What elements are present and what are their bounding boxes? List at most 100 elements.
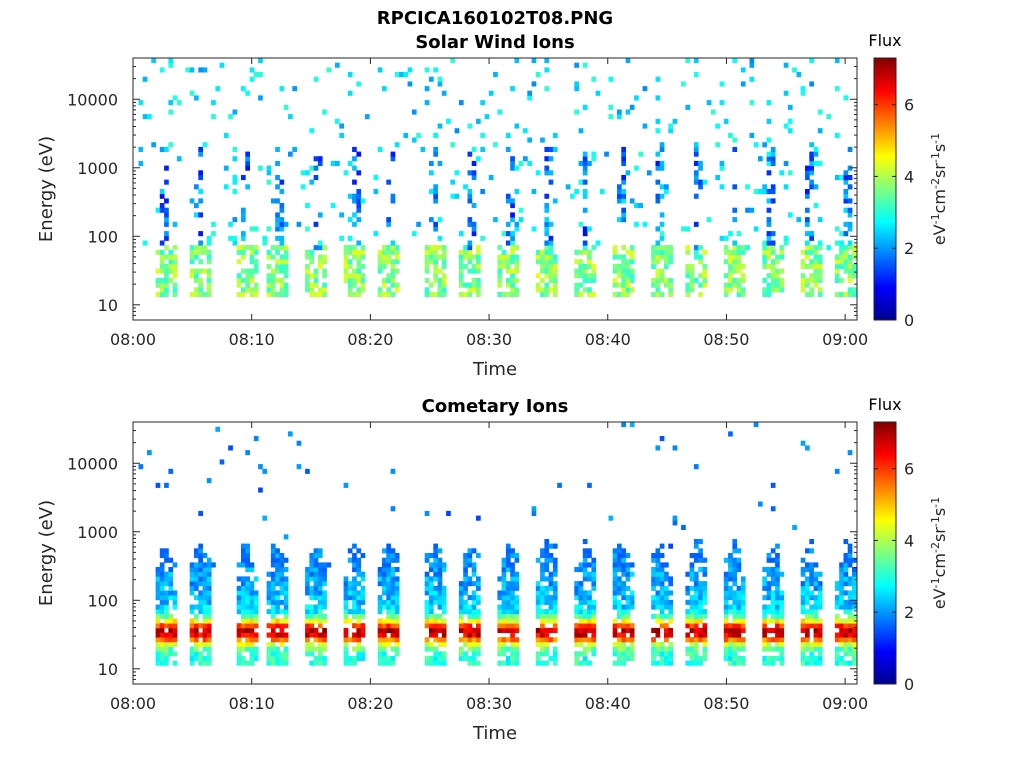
heatmap-cell [309,291,315,297]
heatmap-cell [313,291,319,297]
heatmap-cell [279,263,285,269]
heatmap-cell [621,245,626,251]
heatmap-cell [800,604,806,610]
heatmap-cell [390,609,396,615]
heatmap-cell [681,524,686,530]
heatmap-cell [394,287,400,293]
heatmap-cell [578,660,584,666]
heatmap-cell [159,655,165,661]
heatmap-cell [617,184,622,190]
heatmap-cell [463,637,468,643]
heatmap-cell [245,90,250,96]
heatmap-cell [424,254,430,260]
heatmap-cell [723,282,729,288]
heatmap-cell [749,76,755,82]
heatmap-cell [587,641,592,647]
heatmap-cell [582,576,588,582]
heatmap-cell [800,287,806,293]
heatmap-cell [702,641,708,647]
heatmap-cell [843,291,849,297]
heatmap-cell [253,590,259,596]
heatmap-cell [211,562,216,568]
heatmap-cell [723,651,729,657]
colorbar-tick-label: 6 [904,96,914,115]
heatmap-cell [740,609,746,615]
heatmap-cell [467,240,473,246]
heatmap-cell [834,175,840,181]
heatmap-cell [625,58,631,64]
heatmap-cell [317,604,323,610]
heatmap-cell [736,249,742,255]
heatmap-cell [433,599,438,605]
heatmap-cell [766,282,772,288]
heatmap-cell [834,468,840,474]
heatmap-cell [497,291,503,297]
heatmap-cell [390,282,396,288]
heatmap-cell [322,273,327,279]
colorbar-tick-label: 4 [904,531,914,550]
heatmap-cell [270,277,276,283]
heatmap-cell [202,627,208,633]
x-tick-label: 09:00 [822,694,868,713]
heatmap-cell [305,282,310,288]
heatmap-cell [232,235,238,241]
panel-solar-wind: Solar Wind Ions 08:00 08:10 08:20 08:30 08:4… [36,31,949,380]
heatmap-cell [322,287,327,293]
heatmap-cell [552,273,558,279]
heatmap-cell [817,623,823,629]
heatmap-cell [249,609,255,615]
heatmap-cell [651,571,656,577]
heatmap-cell [283,590,289,596]
heatmap-cell [629,637,635,643]
heatmap-cell [505,263,511,269]
heatmap-cell [834,646,840,652]
heatmap-cell [194,567,199,573]
heatmap-cell [352,245,357,251]
heatmap-cell [552,263,558,269]
heatmap-cell [664,576,669,582]
heatmap-cell [429,170,434,176]
heatmap-cell [305,581,310,587]
heatmap-cell [582,189,588,195]
heatmap-cell [839,618,844,624]
heatmap-cell [698,282,703,288]
heatmap-cell [352,660,357,666]
x-tick-label: 08:10 [229,330,275,349]
heatmap-cell [202,291,208,297]
heatmap-cell [736,245,742,251]
heatmap-cell [847,287,853,293]
heatmap-cell [189,623,195,629]
heatmap-cell [817,273,823,279]
heatmap-cell [621,618,626,624]
heatmap-cell [390,291,396,297]
heatmap-cell [809,655,814,661]
heatmap-cell [766,604,772,610]
heatmap-cell [834,585,840,591]
heatmap-cell [270,268,276,274]
heatmap-cell [510,291,515,297]
heatmap-cell [198,543,203,549]
heatmap-cell [390,655,396,661]
heatmap-cell [659,231,665,237]
heatmap-cell [612,249,618,255]
heatmap-cell [476,254,481,260]
heatmap-cell [723,118,729,124]
heatmap-cell [668,604,673,610]
heatmap-cell [578,263,584,269]
heatmap-cell [510,249,515,255]
heatmap-cell [800,571,806,577]
heatmap-cell [206,637,212,643]
heatmap-cell [189,627,195,633]
heatmap-cell [732,655,738,661]
heatmap-cell [433,184,438,190]
heatmap-cell [467,249,473,255]
heatmap-cell [723,287,729,293]
heatmap-cell [655,198,661,204]
heatmap-cell [382,249,387,255]
heatmap-cell [189,562,195,568]
heatmap-cell [805,618,810,624]
heatmap-cell [266,249,272,255]
heatmap-cell [377,287,383,293]
x-axis-label: Time [472,723,517,744]
heatmap-cell [514,123,520,129]
